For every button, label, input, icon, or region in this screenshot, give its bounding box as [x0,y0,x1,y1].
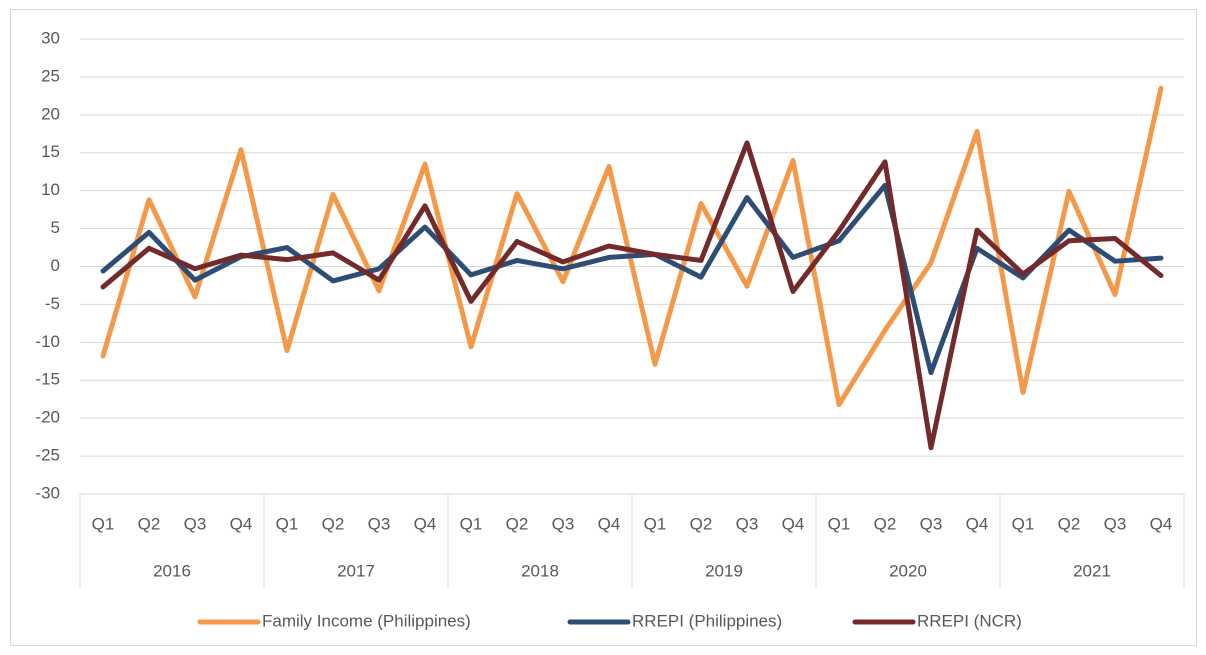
x-tick-label: Q1 [460,514,483,533]
series-line [100,182,1164,376]
y-tick-label: 20 [41,104,60,123]
x-tick-label: Q4 [782,514,805,533]
x-tick-label: Q4 [414,514,437,533]
y-tick-label: -30 [35,483,60,502]
x-tick-label: Q4 [230,514,253,533]
y-tick-label: 10 [41,180,60,199]
x-tick-label: Q1 [828,514,851,533]
year-label: 2016 [153,561,191,580]
x-tick-label: Q1 [276,514,299,533]
x-tick-label: Q3 [184,514,207,533]
year-label: 2020 [889,561,927,580]
x-tick-label: Q2 [322,514,345,533]
series-line [100,85,1164,408]
legend-label: Family Income (Philippines) [262,611,471,630]
x-tick-label: Q3 [920,514,943,533]
y-tick-label: -20 [35,408,60,427]
y-tick-label: 15 [41,142,60,161]
x-tick-label: Q2 [874,514,897,533]
legend-label: RREPI (Philippines) [632,611,782,630]
y-tick-label: 25 [41,66,60,85]
year-label: 2019 [705,561,743,580]
year-label: 2021 [1073,561,1111,580]
x-tick-label: Q3 [552,514,575,533]
series-line [100,140,1164,451]
x-tick-label: Q1 [644,514,667,533]
y-tick-label: -10 [35,332,60,351]
x-tick-label: Q4 [1150,514,1173,533]
legend-label: RREPI (NCR) [917,611,1022,630]
x-tick-label: Q1 [1012,514,1035,533]
x-tick-label: Q2 [506,514,529,533]
y-tick-label: 0 [51,256,60,275]
year-label: 2018 [521,561,559,580]
x-tick-label: Q2 [1058,514,1081,533]
x-tick-label: Q3 [1104,514,1127,533]
y-tick-label: -5 [45,294,60,313]
x-tick-label: Q2 [138,514,161,533]
y-tick-label: -25 [35,446,60,465]
x-tick-label: Q4 [966,514,989,533]
x-tick-label: Q3 [736,514,759,533]
chart-border [10,9,1197,646]
year-label: 2017 [337,561,375,580]
x-tick-label: Q3 [368,514,391,533]
y-tick-label: -15 [35,370,60,389]
y-tick-label: 30 [41,28,60,47]
x-tick-label: Q4 [598,514,621,533]
y-tick-label: 5 [51,218,60,237]
x-tick-label: Q1 [92,514,115,533]
x-tick-label: Q2 [690,514,713,533]
